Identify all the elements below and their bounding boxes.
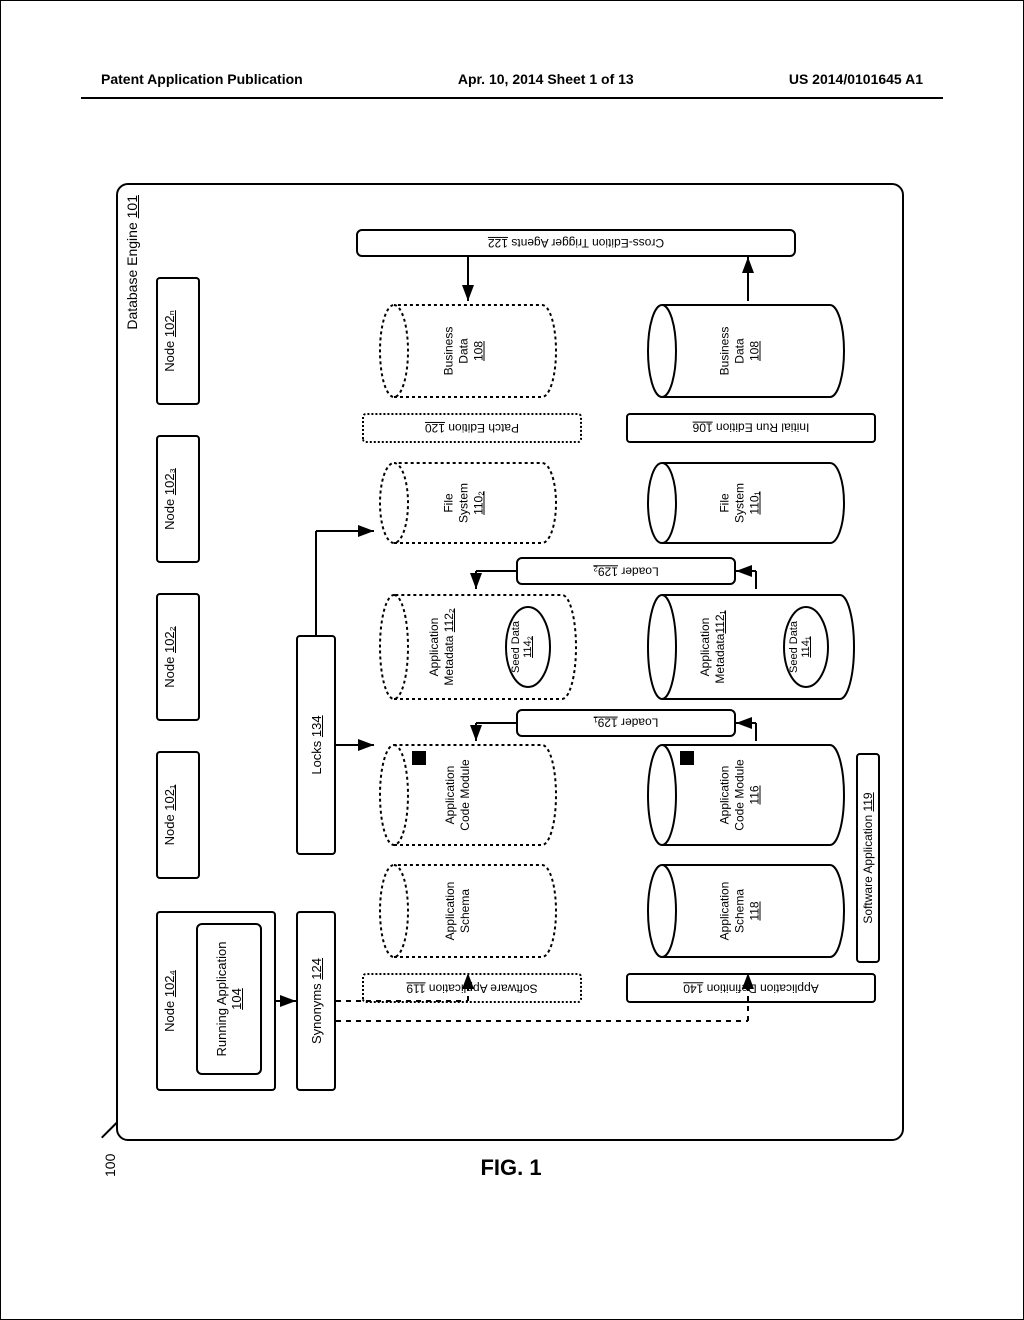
patch-edition-box: Patch Edition 120 [362,413,582,443]
database-engine-title: Database Engine 101 [124,195,140,330]
synonyms-box: Synonyms 124 [296,911,336,1091]
node-4: Node 102₄ Running Application 104 [156,911,276,1091]
cross-edition-trigger-agents: Cross-Edition Trigger Agents 122 [356,229,796,257]
cyl-app-code-bot: ApplicationCode Module116 [646,741,846,849]
header-rule [81,97,943,99]
figure-area: 100 Database Engine 101 Node 102₁ Node 1… [116,181,906,1141]
node-3: Node 102₃ [156,435,200,563]
loader-2: Loader 129₂ [516,557,736,585]
running-application-box: Running Application 104 [196,923,262,1075]
figure-caption: FIG. 1 [480,1155,541,1181]
cyl-app-meta-top: ApplicationMetadata 112₂ Seed Data114₂ [378,591,578,703]
software-application-bottom: Software Application 119 [856,753,880,963]
node-2: Node 102₂ [156,593,200,721]
locks-box: Locks 134 [296,635,336,855]
cyl-app-schema-top: ApplicationSchema [378,861,558,961]
header-left: Patent Application Publication [101,71,303,87]
diagram: 100 Database Engine 101 Node 102₁ Node 1… [116,181,906,1141]
header-center: Apr. 10, 2014 Sheet 1 of 13 [458,71,634,87]
header-right: US 2014/0101645 A1 [789,71,923,87]
cyl-app-schema-bot: ApplicationSchema118 [646,861,846,961]
initial-run-edition-box: Initial Run Edition 106 [626,413,876,443]
diagram-rotated-wrapper: 100 Database Engine 101 Node 102₁ Node 1… [116,181,906,1141]
node-1: Node 102₁ [156,751,200,879]
cyl-file-sys-top: FileSystem110₂ [378,459,558,547]
cyl-biz-data-top: BusinessData108 [378,301,558,401]
loader-1: Loader 129₁ [516,709,736,737]
cyl-biz-data-bot: BusinessData108 [646,301,846,401]
ref-100: 100 [102,1154,118,1177]
node-n: Node 102ₙ [156,277,200,405]
page-header: Patent Application Publication Apr. 10, … [1,71,1023,87]
cyl-file-sys-bot: FileSystem110₁ [646,459,846,547]
page: Patent Application Publication Apr. 10, … [0,0,1024,1320]
cyl-app-meta-bot: ApplicationMetadata112₁ Seed Data114₁ [646,591,856,703]
software-application-top: Software Application 119 [362,973,582,1003]
application-definition-box: Application Definition 140 [626,973,876,1003]
cyl-app-code-top: ApplicationCode Module [378,741,558,849]
